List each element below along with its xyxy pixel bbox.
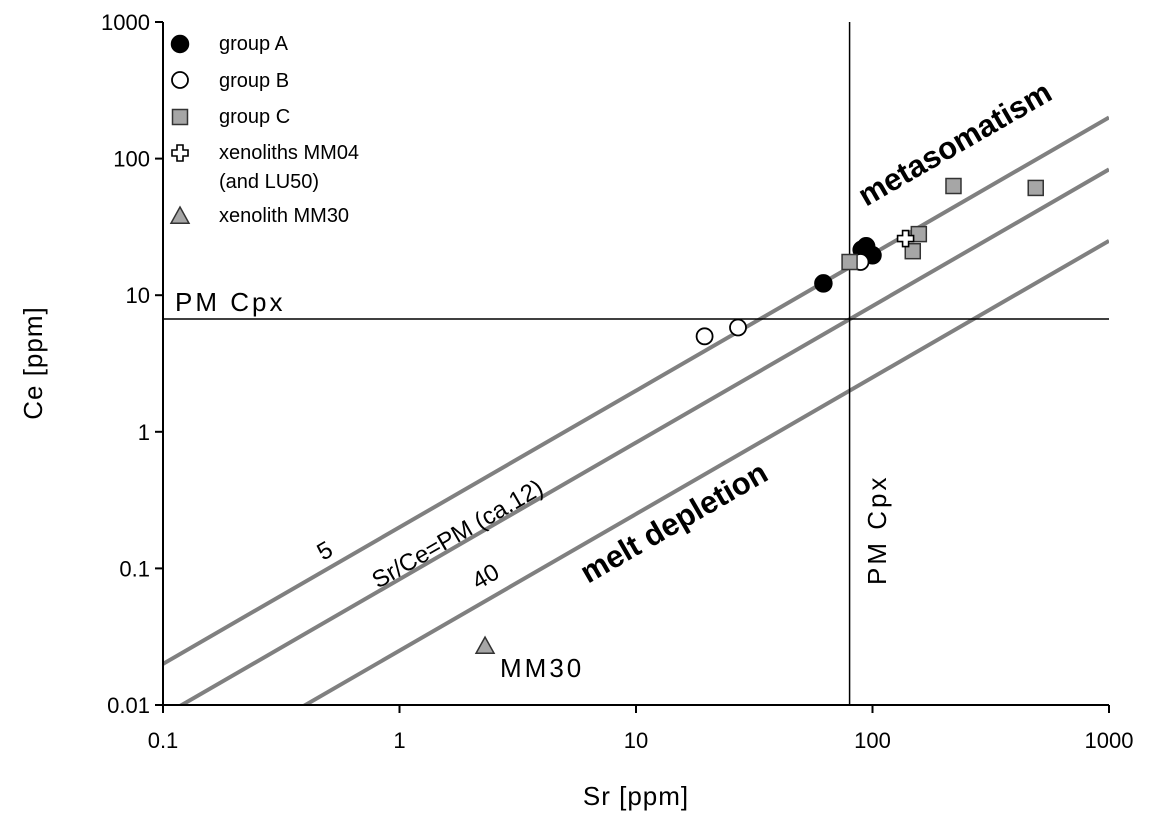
- ratio-label-5: 5: [313, 536, 338, 566]
- data-point-cross: [896, 229, 915, 248]
- legend-label-mm30: xenolith MM30: [219, 205, 349, 227]
- x-tick-label: 10: [624, 728, 648, 753]
- y-tick-label: 1000: [101, 10, 150, 35]
- legend-label-mm04: xenoliths MM04: [219, 142, 359, 164]
- horizontal-pm-cpx-label: PM Cpx: [175, 287, 285, 317]
- x-axis-title: Sr [ppm]: [583, 781, 689, 811]
- y-tick-label: 1: [138, 420, 150, 445]
- legend-marker-triangle: [169, 205, 191, 224]
- x-tick-label: 1: [393, 728, 405, 753]
- x-tick-label: 100: [854, 728, 891, 753]
- data-point-square: [904, 242, 922, 260]
- data-point-square: [841, 253, 858, 271]
- data-point-square: [910, 225, 928, 243]
- x-tick-label: 0.1: [148, 728, 179, 753]
- legend: [169, 34, 191, 224]
- y-tick-label: 10: [126, 283, 150, 308]
- data-point-square: [945, 177, 962, 195]
- ratio-line-2: [301, 239, 1109, 705]
- melt-depletion-label: melt depletion: [574, 455, 773, 590]
- pm-cpx-reference-lines: [163, 22, 1109, 705]
- legend-label-group-c: group C: [219, 106, 290, 128]
- data-points: [474, 177, 1044, 655]
- vertical-pm-cpx-label: PM Cpx: [862, 475, 892, 585]
- data-point-open-circle: [729, 318, 747, 337]
- data-point-square: [1027, 179, 1044, 197]
- data-point-open-circle: [695, 327, 714, 346]
- y-tick-label: 0.1: [119, 556, 150, 581]
- y-axis-title: Ce [ppm]: [18, 306, 48, 420]
- legend-label-mm04-line2: (and LU50): [219, 171, 319, 193]
- ratio-lines: [163, 115, 1109, 705]
- x-tick-label: 1000: [1085, 728, 1134, 753]
- legend-marker-open-circle: [171, 71, 189, 89]
- legend-label-group-b: group B: [219, 70, 289, 92]
- legend-marker-filled-circle: [170, 34, 190, 54]
- ratio-line-0: [163, 115, 1109, 666]
- y-tick-label: 0.01: [107, 693, 150, 718]
- axes: [155, 21, 1110, 713]
- legend-label-group-a: group A: [219, 33, 289, 55]
- tick-labels: 0.1 1 10 100 1000 0.01 0.1 1 10 100 1000: [101, 10, 1133, 753]
- data-point-filled-circle: [814, 274, 833, 293]
- ratio-line-1: [177, 167, 1109, 705]
- legend-marker-cross: [171, 144, 189, 162]
- ratio-label-40: 40: [468, 558, 505, 595]
- y-tick-label: 100: [113, 147, 150, 172]
- mm30-point-label: MM30: [500, 653, 584, 683]
- legend-marker-square: [171, 108, 189, 126]
- data-point-triangle: [474, 635, 496, 655]
